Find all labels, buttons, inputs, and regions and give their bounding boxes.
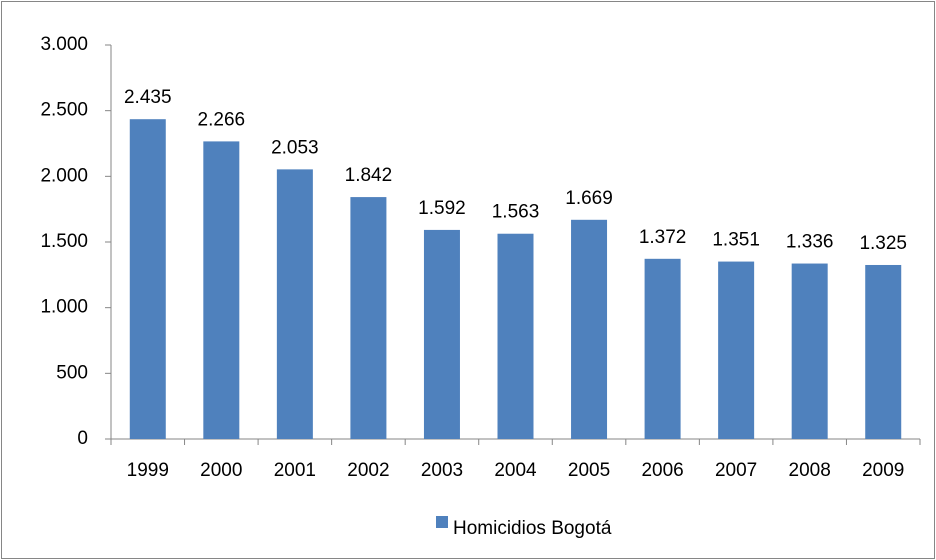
data-label: 1.372 (639, 227, 687, 248)
y-tick-label: 3.000 (40, 34, 88, 55)
legend-swatch (436, 516, 448, 528)
data-label: 2.266 (198, 109, 246, 130)
data-label: 1.669 (565, 188, 613, 209)
data-label: 1.351 (712, 230, 760, 251)
bar (791, 263, 828, 439)
data-label: 1.336 (786, 232, 834, 253)
data-label: 1.563 (492, 202, 540, 223)
x-tick-label: 2004 (494, 460, 537, 481)
x-tick-label: 2009 (862, 460, 904, 481)
data-label: 2.435 (124, 87, 172, 108)
bar (129, 119, 166, 439)
x-tick-label: 2007 (715, 460, 757, 481)
bar (865, 264, 902, 439)
x-tick-label: 2005 (568, 460, 610, 481)
x-tick-label: 2003 (421, 460, 463, 481)
x-tick-label: 2006 (641, 460, 683, 481)
bar (203, 141, 240, 439)
bar (350, 197, 387, 439)
bar (497, 233, 534, 439)
y-tick-label: 500 (56, 362, 88, 383)
data-label: 1.325 (859, 233, 907, 254)
x-tick-label: 2008 (789, 460, 831, 481)
x-tick-label: 2000 (200, 460, 242, 481)
y-tick-label: 1.500 (40, 231, 88, 252)
bar (423, 229, 460, 439)
y-tick-label: 1.000 (40, 297, 88, 318)
legend-label: Homicidios Bogotá (453, 518, 612, 539)
data-label: 1.842 (345, 165, 393, 186)
data-label: 2.053 (271, 137, 319, 158)
bar (718, 261, 755, 439)
y-tick-label: 0 (77, 428, 88, 449)
bar (276, 169, 313, 439)
x-tick-label: 2002 (347, 460, 389, 481)
y-tick-label: 2.500 (40, 100, 88, 121)
data-label: 1.592 (418, 198, 466, 219)
x-tick-label: 2001 (274, 460, 316, 481)
y-tick-label: 2.000 (40, 165, 88, 186)
bar (644, 258, 681, 439)
bar (571, 219, 608, 439)
x-tick-label: 1999 (127, 460, 169, 481)
